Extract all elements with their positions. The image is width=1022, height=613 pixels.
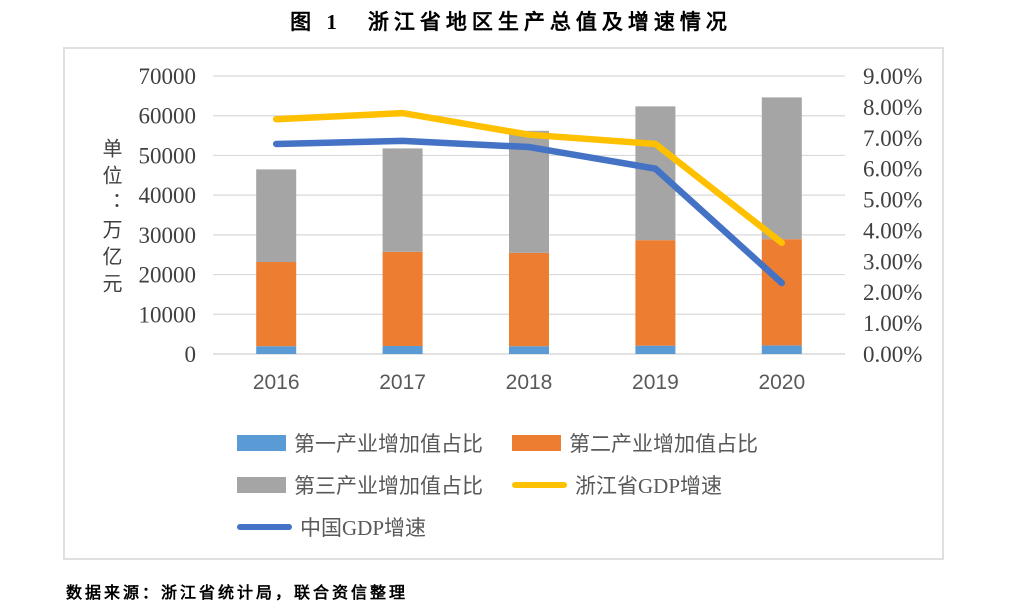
chart-title: 图 1 浙江省地区生产总值及增速情况 [290, 10, 732, 34]
chart-legend: 第一产业增加值占比 第二产业增加值占比第三产业增加值占比 浙江省GDP增速中国GDP… [237, 429, 758, 555]
left-axis-tick-label: 40000 [139, 183, 197, 208]
left-axis-tick-label: 30000 [139, 223, 197, 248]
legend-label: 浙江省GDP增速 [575, 473, 723, 498]
legend-label: 第三产业增加值占比 [294, 473, 483, 498]
left-axis-tick-label: 50000 [139, 143, 197, 168]
bar-segment-第二产业增加值占比 [256, 262, 297, 347]
left-axis-tick-label: 60000 [139, 104, 197, 129]
x-axis-category-label: 2017 [379, 371, 426, 394]
legend-item: 浙江省GDP增速 [512, 470, 722, 500]
legend-swatch-line [237, 523, 292, 530]
left-axis-unit-label: 单位：万亿元 [99, 138, 121, 300]
bar-segment-第一产业增加值占比 [509, 346, 549, 354]
legend-row: 中国GDP增速 [237, 513, 758, 540]
legend-swatch-bar [237, 476, 286, 493]
bar-segment-第三产业增加值占比 [761, 97, 802, 240]
x-axis-category-label: 2020 [758, 371, 805, 394]
right-axis-tick-label: 0.00% [863, 342, 922, 367]
right-axis-tick-label: 4.00% [863, 218, 922, 243]
line-series-中国GDP增速 [272, 137, 786, 287]
right-axis-tick-label: 2.00% [863, 280, 922, 305]
legend-row: 第三产业增加值占比 浙江省GDP增速 [237, 471, 758, 498]
legend-item: 第三产业增加值占比 [237, 470, 512, 500]
x-axis-category-label: 2018 [506, 371, 553, 394]
bar-segment-第一产业增加值占比 [761, 345, 802, 354]
chart-frame: 0 10000 20000 30000 40000 50000 60000 70000 0.00… [63, 47, 944, 560]
left-axis-tick-label: 70000 [139, 64, 197, 89]
bar-segment-第三产业增加值占比 [256, 169, 297, 263]
right-axis-tick-label: 6.00% [863, 157, 922, 182]
right-axis-tick-label: 5.00% [863, 188, 922, 213]
bar-segment-第三产业增加值占比 [382, 148, 423, 252]
legend-label: 第一产业增加值占比 [294, 431, 483, 456]
bar-segment-第二产业增加值占比 [509, 252, 549, 347]
legend-item: 中国GDP增速 [237, 512, 426, 542]
right-axis-tick-label: 7.00% [863, 126, 922, 151]
right-axis-tick-label: 9.00% [863, 64, 922, 89]
left-axis-tick-label: 10000 [139, 302, 197, 327]
right-axis-tick-label: 8.00% [863, 95, 922, 120]
right-axis-tick-label: 1.00% [863, 311, 922, 336]
line-series-浙江省GDP增速 [272, 109, 786, 247]
right-axis-tick-label: 3.00% [863, 249, 922, 274]
legend-label: 中国GDP增速 [300, 515, 427, 540]
legend-swatch-line [512, 481, 567, 488]
left-axis-tick-label: 0 [185, 342, 197, 367]
legend-item: 第二产业增加值占比 [512, 428, 758, 458]
legend-item: 第一产业增加值占比 [237, 428, 512, 458]
left-axis-tick-label: 20000 [139, 263, 197, 288]
legend-swatch-bar [512, 434, 561, 451]
bar-segment-第二产业增加值占比 [761, 239, 802, 346]
bar-segment-第二产业增加值占比 [382, 251, 423, 346]
x-axis-category-label: 2016 [253, 371, 300, 394]
legend-swatch-bar [237, 434, 286, 451]
data-source-note: 数据来源：浙江省统计局，联合资信整理 [66, 585, 409, 602]
bar-segment-第一产业增加值占比 [382, 345, 423, 354]
bar-segment-第一产业增加值占比 [635, 345, 676, 354]
legend-row: 第一产业增加值占比 第二产业增加值占比 [237, 429, 758, 456]
bar-segment-第三产业增加值占比 [635, 106, 676, 241]
x-axis-category-label: 2019 [632, 371, 679, 394]
chart-plot-area: 0 10000 20000 30000 40000 50000 60000 70000 0.00… [139, 64, 923, 394]
bar-segment-第二产业增加值占比 [635, 240, 676, 346]
legend-label: 第二产业增加值占比 [569, 431, 758, 456]
bar-segment-第一产业增加值占比 [256, 346, 297, 354]
